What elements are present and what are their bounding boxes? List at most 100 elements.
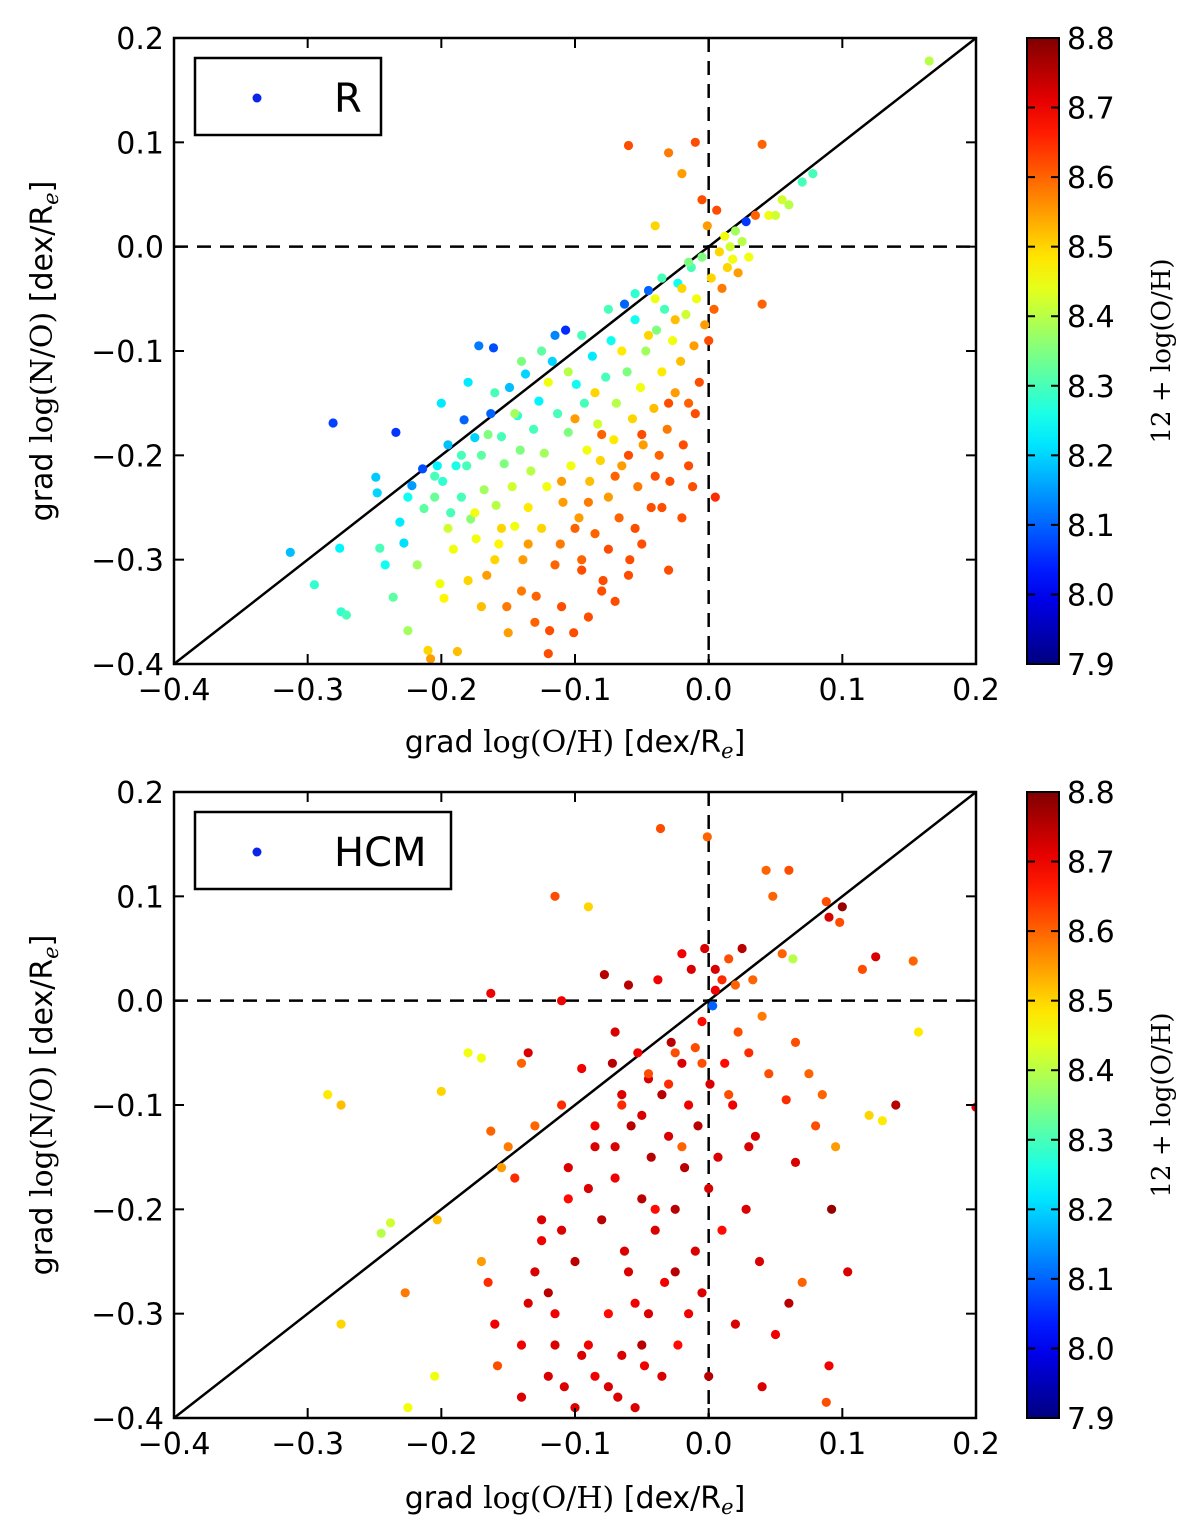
y-tick-label: 0.1 [116, 126, 164, 161]
data-point [443, 440, 453, 450]
data-point [463, 377, 473, 387]
data-point [499, 459, 509, 469]
data-point [603, 1382, 614, 1392]
data-point [684, 257, 694, 267]
y-tick-label: −0.4 [91, 1402, 164, 1437]
data-point [639, 1361, 650, 1371]
legend-label: R [334, 76, 362, 122]
data-point [670, 315, 680, 325]
data-point [664, 148, 674, 158]
colorbar-tick-label: 8.4 [1067, 1054, 1115, 1089]
data-point [579, 398, 590, 408]
data-point [601, 372, 611, 382]
data-point [768, 891, 778, 901]
data-point [717, 975, 727, 985]
data-point [757, 299, 767, 309]
data-point [515, 445, 525, 455]
data-point [670, 1204, 680, 1214]
data-point [706, 273, 716, 283]
data-point [664, 565, 674, 575]
data-point [530, 617, 540, 627]
data-point [630, 523, 640, 534]
data-point [666, 1037, 676, 1047]
data-point [523, 1048, 533, 1058]
data-point [530, 1121, 540, 1131]
data-point [686, 964, 696, 975]
data-point [641, 346, 651, 356]
data-point [654, 450, 664, 460]
data-point [482, 570, 492, 580]
data-point [702, 221, 712, 231]
data-point [704, 1183, 714, 1194]
data-point [700, 320, 710, 330]
data-point [750, 210, 761, 220]
data-point [643, 285, 654, 296]
data-point [697, 1058, 707, 1068]
y-tick-label: −0.1 [91, 1089, 164, 1124]
x-axis-label: grad log(O/H) [dex/Re] [405, 1481, 746, 1519]
data-point [563, 1194, 573, 1204]
data-point [684, 1309, 694, 1319]
data-point [569, 628, 579, 638]
y-axis-label: grad log(N/O) [dex/Re] [25, 935, 63, 1276]
data-point [614, 513, 624, 523]
data-point [617, 1350, 627, 1360]
one-to-one-line [174, 792, 976, 1418]
data-point [657, 1090, 667, 1100]
data-point [590, 1121, 600, 1131]
data-point [603, 304, 614, 314]
data-point [617, 346, 627, 356]
data-point [678, 440, 688, 450]
data-point [857, 964, 868, 975]
data-point [650, 294, 660, 304]
data-point [430, 471, 440, 481]
data-point [709, 304, 719, 314]
data-point [490, 555, 500, 565]
data-point [722, 262, 733, 273]
data-point [770, 1329, 781, 1340]
data-point [550, 1309, 560, 1319]
data-point [476, 1053, 486, 1063]
data-point [507, 482, 517, 492]
colorbar-tick-label: 8.8 [1067, 22, 1115, 57]
data-point [643, 1069, 654, 1079]
data-point [523, 539, 533, 549]
colorbar-tick-label: 8.6 [1067, 915, 1115, 950]
data-point [463, 1048, 473, 1058]
y-tick-label: −0.3 [91, 1298, 164, 1333]
data-point [757, 1011, 767, 1021]
data-point [697, 1288, 707, 1298]
legend-marker [252, 847, 262, 857]
data-point [537, 346, 547, 356]
data-point [770, 210, 781, 220]
data-point [754, 1256, 765, 1267]
legend-box [193, 56, 383, 137]
data-point [697, 252, 707, 262]
data-point [559, 1382, 569, 1392]
data-point [432, 461, 442, 471]
data-point [662, 424, 672, 434]
data-point [531, 591, 541, 601]
x-tick-label: −0.2 [405, 1427, 478, 1462]
data-point [811, 1121, 821, 1131]
data-point [619, 1246, 630, 1256]
data-point [496, 432, 507, 442]
data-point [817, 1090, 827, 1100]
data-point [692, 294, 702, 304]
data-point [757, 1382, 767, 1392]
data-point [638, 440, 648, 450]
data-point [470, 433, 480, 443]
data-point [603, 1309, 614, 1319]
data-point [523, 502, 533, 513]
data-point [574, 513, 584, 523]
data-point [504, 382, 515, 393]
data-point [609, 435, 619, 445]
data-point [650, 471, 660, 481]
data-point [670, 1048, 680, 1058]
data-point [705, 1079, 715, 1089]
data-point [670, 1267, 680, 1277]
data-point [436, 1086, 446, 1096]
data-point [557, 602, 567, 612]
colorbar-tick-label: 8.1 [1067, 509, 1115, 544]
data-point [593, 419, 603, 429]
